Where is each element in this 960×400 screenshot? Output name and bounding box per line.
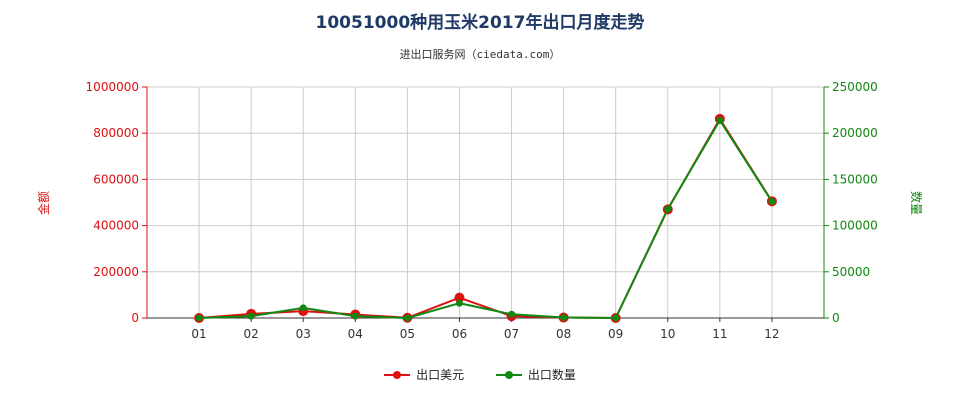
data-point-quantity [560, 314, 568, 322]
data-point-quantity [195, 314, 203, 322]
right-tick-label: 100000 [832, 219, 878, 233]
x-tick-label: 04 [348, 327, 363, 341]
x-axis-ticks: 01 02 03 04 05 06 07 08 09 10 11 12 [191, 327, 779, 341]
left-axis-title: 金额 [36, 191, 51, 215]
x-tick-label: 06 [452, 327, 467, 341]
series-line-amount [198, 116, 773, 320]
right-axis-title: 数量 [909, 191, 924, 215]
data-point-quantity [508, 310, 516, 318]
legend-label-amount: 出口美元 [416, 368, 465, 382]
right-tick-label: 0 [832, 311, 840, 325]
x-tick-label: 02 [244, 327, 259, 341]
right-tick-label: 150000 [832, 172, 878, 186]
right-tick-label: 250000 [832, 80, 878, 94]
x-tick-label: 05 [400, 327, 415, 341]
right-tick-label: 200000 [832, 126, 878, 140]
x-tick-label: 12 [764, 327, 779, 341]
data-point-quantity [351, 312, 359, 320]
x-tick-label: 07 [504, 327, 519, 341]
legend-swatch-amount [384, 370, 411, 380]
data-point-quantity [403, 314, 411, 322]
data-point-quantity [716, 116, 724, 124]
legend-item-quantity[interactable]: 出口数量 [495, 366, 576, 383]
data-point-quantity [664, 205, 672, 213]
left-axis-ticks: 0 200000 400000 600000 800000 1000000 [86, 80, 139, 325]
left-tick-label: 1000000 [86, 80, 139, 94]
x-tick-label: 01 [191, 327, 206, 341]
right-axis-ticks: 0 50000 100000 150000 200000 250000 [832, 80, 878, 325]
data-point-amount [454, 292, 465, 303]
data-point-quantity [247, 312, 255, 320]
chart-title: 10051000种用玉米2017年出口月度走势 [315, 13, 645, 33]
x-tick-label: 03 [296, 327, 311, 341]
axes-layer [142, 86, 829, 322]
left-tick-label: 800000 [93, 126, 139, 140]
right-tick-label: 50000 [832, 265, 870, 279]
left-tick-label: 600000 [93, 172, 139, 186]
legend: 出口美元 出口数量 [0, 366, 960, 383]
legend-item-amount[interactable]: 出口美元 [384, 366, 464, 383]
series-line-quantity [199, 118, 773, 320]
x-tick-label: 08 [556, 327, 571, 341]
x-tick-label: 10 [660, 327, 675, 341]
data-point-quantity [455, 299, 463, 307]
x-tick-label: 09 [608, 327, 623, 341]
data-point-quantity [768, 198, 776, 206]
data-point-quantity [299, 304, 307, 312]
grid-layer [147, 86, 824, 318]
chart-subtitle: 进出口服务网（ciedata.com） [399, 48, 561, 61]
series-layer [194, 113, 777, 323]
data-point-quantity [612, 314, 620, 322]
left-tick-label: 200000 [93, 265, 139, 279]
left-tick-label: 400000 [93, 219, 139, 233]
legend-label-quantity: 出口数量 [527, 368, 576, 382]
legend-swatch-quantity [495, 370, 522, 380]
x-tick-label: 11 [712, 327, 727, 341]
left-tick-label: 0 [131, 311, 139, 325]
